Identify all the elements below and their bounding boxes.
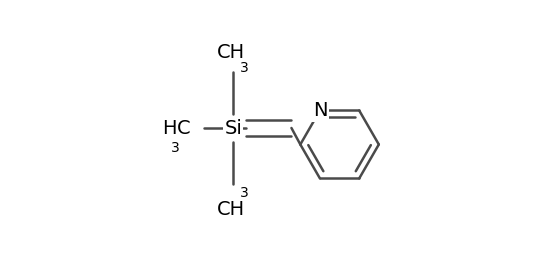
Text: 3: 3 <box>240 61 249 76</box>
Text: 3: 3 <box>172 141 180 155</box>
Text: CH: CH <box>217 199 245 219</box>
Text: C: C <box>177 119 191 137</box>
Text: H: H <box>162 119 177 137</box>
Text: Si: Si <box>224 119 242 137</box>
Text: N: N <box>313 101 327 120</box>
Text: 3: 3 <box>240 186 249 200</box>
Text: CH: CH <box>217 42 245 61</box>
